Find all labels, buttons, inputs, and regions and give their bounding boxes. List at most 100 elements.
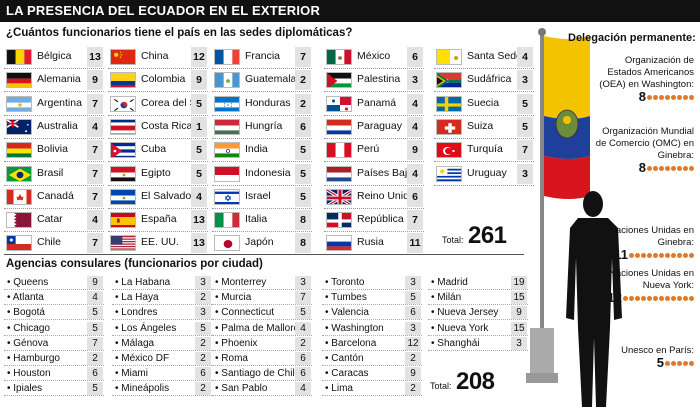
consulate-row: • Nueva Jersey 9 xyxy=(428,306,528,321)
delegation-value-line: 5 xyxy=(564,356,694,371)
consulate-staff-count: 4 xyxy=(87,291,103,305)
alemania-flag-icon xyxy=(6,72,32,89)
country-row-costa-rica: Costa Rica 1 xyxy=(108,116,208,139)
consulate-city: • Nueva York xyxy=(431,322,489,334)
consulate-city: • Queens xyxy=(7,277,49,288)
total-diplomatic-value: 261 xyxy=(467,222,507,249)
delegation-label: Organización de Estados Americanos (OEA)… xyxy=(599,55,694,90)
consulate-city: • México DF xyxy=(115,353,170,364)
flagpole-base xyxy=(530,328,554,378)
country-staff-count: 9 xyxy=(407,140,423,161)
person-dot-icon xyxy=(653,296,658,302)
country-row-cuba: Cuba 5 xyxy=(108,139,208,163)
person-dot-icon xyxy=(641,296,646,302)
country-name: Francia xyxy=(245,50,281,62)
total-consular: Total: 208 xyxy=(430,368,495,396)
consulate-staff-count: 5 xyxy=(405,291,421,305)
canada-flag-icon xyxy=(6,188,32,205)
consulate-row: • Palma de Mallorca 4 xyxy=(212,321,312,336)
country-staff-count: 4 xyxy=(407,116,423,137)
person-dot-icon xyxy=(623,296,628,302)
country-row-ee-uu: EE. UU. 13 xyxy=(108,232,208,256)
total-consular-value: 208 xyxy=(455,368,495,395)
consulate-city: • Atlanta xyxy=(7,292,44,304)
country-row-israel: Israel 5 xyxy=(212,186,312,209)
country-staff-count: 5 xyxy=(295,140,311,161)
country-staff-count: 5 xyxy=(295,163,311,184)
country-row-suecia: Suecia 5 xyxy=(434,93,534,116)
person-dot-icon xyxy=(665,253,670,259)
total-diplomatic: Total: 261 xyxy=(442,222,507,250)
costa-rica-flag-icon xyxy=(110,118,136,135)
country-name: Palestina xyxy=(357,73,401,86)
consulate-city: • Toronto xyxy=(325,277,365,288)
country-staff-count: 5 xyxy=(517,93,533,114)
consulate-row: • Madrid 19 xyxy=(428,276,528,290)
india-flag-icon xyxy=(214,142,240,159)
consulate-row: • San Pablo 4 xyxy=(212,382,312,397)
consulate-staff-count: 3 xyxy=(195,276,211,289)
consulate-row: • Nueva York 15 xyxy=(428,321,528,336)
question-heading: ¿Cuántos funcionarios tiene el país en l… xyxy=(6,27,353,39)
consulate-row: • La Haya 2 xyxy=(112,291,212,306)
suiza-flag-icon xyxy=(436,118,462,135)
country-staff-count: 7 xyxy=(517,140,533,161)
consulate-row: • Chicago 5 xyxy=(4,321,104,336)
consulate-city: • Chicago xyxy=(7,322,50,334)
country-name: El Salvador xyxy=(141,189,195,202)
consulate-city: • Washington xyxy=(325,322,384,334)
consulate-city: • Málaga xyxy=(115,337,155,349)
consulate-staff-count: 5 xyxy=(195,321,211,335)
country-name: Alemania xyxy=(37,73,81,86)
rusia-flag-icon xyxy=(326,235,352,252)
country-name: Brasil xyxy=(37,166,64,179)
country-row-china: China 12 xyxy=(108,46,208,69)
country-row-argentina: Argentina 7 xyxy=(4,93,104,116)
country-name: Bolivia xyxy=(37,143,68,156)
delegation-count: 11 xyxy=(614,247,628,262)
country-row-indonesia: Indonesia 5 xyxy=(212,163,312,186)
consulate-city: • Monterrey xyxy=(215,277,267,288)
country-row-india: India 5 xyxy=(212,139,312,163)
consulate-staff-count: 12 xyxy=(405,336,421,350)
consulate-row: • Atlanta 4 xyxy=(4,291,104,306)
country-staff-count: 2 xyxy=(295,93,311,114)
country-staff-count: 13 xyxy=(191,233,207,254)
country-name: Egipto xyxy=(141,166,171,179)
country-name: Catar xyxy=(37,213,63,226)
country-name: Hungría xyxy=(245,119,283,132)
consulate-city: • Barcelona xyxy=(325,337,377,349)
country-name: España xyxy=(141,213,177,226)
consulate-city: • La Habana xyxy=(115,277,171,288)
country-row-australia: Australia 4 xyxy=(4,116,104,139)
country-row-paraguay: Paraguay 4 xyxy=(324,116,424,139)
person-dot-icon xyxy=(677,95,682,101)
consulate-row: • Milán 15 xyxy=(428,291,528,306)
person-dot-icon xyxy=(689,95,694,101)
person-dot-icon xyxy=(665,95,670,101)
consulate-city: • Connecticut xyxy=(215,307,275,319)
country-name: México xyxy=(357,50,391,62)
consulate-staff-count: 9 xyxy=(87,276,103,289)
country-staff-count: 11 xyxy=(407,233,423,254)
country-name: China xyxy=(141,50,169,62)
country-name: Indonesia xyxy=(245,166,291,179)
consulate-staff-count: 2 xyxy=(405,352,421,365)
person-dot-icon xyxy=(689,361,694,367)
delegation-label: Unesco en París: xyxy=(621,345,694,356)
person-dot-icon xyxy=(677,253,682,259)
person-dot-icon xyxy=(689,166,694,172)
country-name: Reino Unido xyxy=(357,189,415,202)
consulate-city: • Valencia xyxy=(325,307,369,319)
person-dot-icon xyxy=(677,361,682,367)
consulate-city: • Palma de Mallorca xyxy=(215,322,305,334)
country-staff-count: 13 xyxy=(87,47,103,67)
consulate-staff-count: 6 xyxy=(195,367,211,381)
country-name: República D. xyxy=(357,213,418,226)
consulate-staff-count: 2 xyxy=(195,291,211,305)
country-name: Bélgica xyxy=(37,50,72,62)
country-staff-count: 3 xyxy=(517,163,533,184)
consulate-staff-count: 2 xyxy=(295,336,311,350)
country-name: Italia xyxy=(245,213,268,226)
total-label: Total: xyxy=(442,235,464,245)
